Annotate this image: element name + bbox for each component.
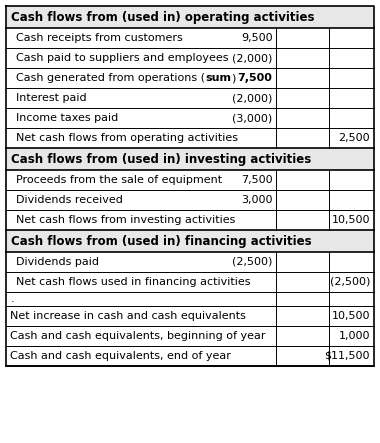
Text: 7,500: 7,500 (238, 73, 272, 83)
Text: 7,500: 7,500 (241, 175, 272, 185)
Bar (6, 148, 374, 170)
Text: Cash and cash equivalents, beginning of year: Cash and cash equivalents, beginning of … (10, 331, 266, 341)
Text: Income taxes paid: Income taxes paid (16, 113, 118, 123)
Text: (2,000): (2,000) (232, 93, 272, 103)
Text: Cash flows from (used in) investing activities: Cash flows from (used in) investing acti… (11, 152, 311, 166)
Text: 2,500: 2,500 (338, 133, 370, 143)
Text: Cash flows from (used in) operating activities: Cash flows from (used in) operating acti… (11, 11, 315, 23)
Text: Interest paid: Interest paid (16, 93, 87, 103)
Text: Cash receipts from customers: Cash receipts from customers (16, 33, 183, 43)
Text: sum: sum (205, 73, 231, 83)
Text: (2,500): (2,500) (232, 257, 272, 267)
Text: (2,000): (2,000) (232, 53, 272, 63)
Text: .: . (11, 294, 14, 304)
Text: 10,500: 10,500 (331, 215, 370, 225)
Text: ): ) (231, 73, 235, 83)
Text: 10,500: 10,500 (331, 311, 370, 321)
Text: Net cash flows used in financing activities: Net cash flows used in financing activit… (16, 277, 250, 287)
Text: (3,000): (3,000) (232, 113, 272, 123)
Text: Cash and cash equivalents, end of year: Cash and cash equivalents, end of year (10, 351, 231, 361)
Text: 1,000: 1,000 (339, 331, 370, 341)
Text: 3,000: 3,000 (241, 195, 272, 205)
Text: Net cash flows from investing activities: Net cash flows from investing activities (16, 215, 235, 225)
Text: Net cash flows from operating activities: Net cash flows from operating activities (16, 133, 238, 143)
Text: Proceeds from the sale of equipment: Proceeds from the sale of equipment (16, 175, 222, 185)
Text: Cash paid to suppliers and employees: Cash paid to suppliers and employees (16, 53, 228, 63)
Text: 9,500: 9,500 (241, 33, 272, 43)
Text: Dividends received: Dividends received (16, 195, 123, 205)
Bar (6, 230, 374, 252)
Bar (6, 6, 374, 28)
Text: $11,500: $11,500 (325, 351, 370, 361)
Text: (2,500): (2,500) (329, 277, 370, 287)
Text: Net increase in cash and cash equivalents: Net increase in cash and cash equivalent… (10, 311, 246, 321)
Text: Cash flows from (used in) financing activities: Cash flows from (used in) financing acti… (11, 234, 312, 248)
Text: Dividends paid: Dividends paid (16, 257, 99, 267)
Text: Cash generated from operations (: Cash generated from operations ( (16, 73, 205, 83)
